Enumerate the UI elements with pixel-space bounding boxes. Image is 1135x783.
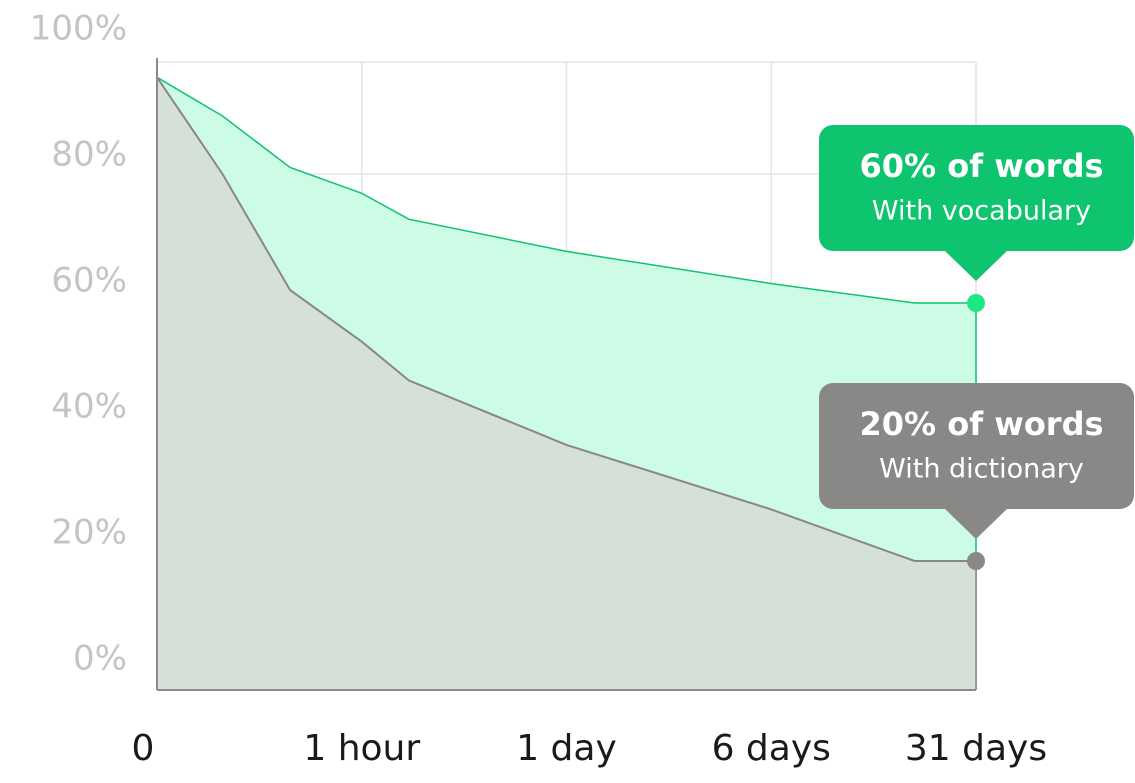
series-line-1 (156, 76, 976, 562)
series-area-1 (157, 77, 976, 691)
x-tick-label: 1 day (516, 728, 617, 769)
callout-0: 60% of words With vocabulary (819, 125, 1134, 312)
y-tick-label: 20% (51, 513, 127, 553)
callout-1: 20% of words With dictionary (819, 383, 1134, 570)
callout-subtitle: With vocabulary (872, 196, 1091, 227)
callout-title: 60% of words (859, 147, 1103, 185)
x-tick-labels: 0 1 hour 1 day 6 days 31 days (132, 728, 1048, 769)
callouts: 60% of words With vocabulary 20% of words W… (819, 125, 1134, 570)
callout-box (819, 383, 1134, 509)
y-tick-label: 0% (73, 639, 127, 679)
y-tick-label: 100% (30, 9, 127, 49)
x-tick-label: 6 days (712, 728, 831, 769)
callout-pointer (944, 250, 1008, 281)
callout-title: 20% of words (859, 405, 1103, 443)
callout-box (819, 125, 1134, 251)
x-tick-label: 1 hour (303, 728, 420, 769)
y-tick-labels: 0% 20% 40% 60% 80% 100% (30, 9, 127, 679)
x-tick-label: 31 days (905, 728, 1047, 769)
y-tick-label: 40% (51, 387, 127, 427)
axes (156, 58, 976, 691)
endpoint-marker (967, 294, 985, 312)
endpoint-marker (967, 552, 985, 570)
series-line-0 (156, 76, 976, 304)
callout-pointer (944, 508, 1008, 539)
y-tick-label: 80% (51, 135, 127, 175)
x-tick-label: 0 (132, 728, 155, 769)
callout-subtitle: With dictionary (879, 454, 1084, 485)
chart-areas (156, 76, 977, 691)
y-tick-label: 60% (51, 261, 127, 301)
